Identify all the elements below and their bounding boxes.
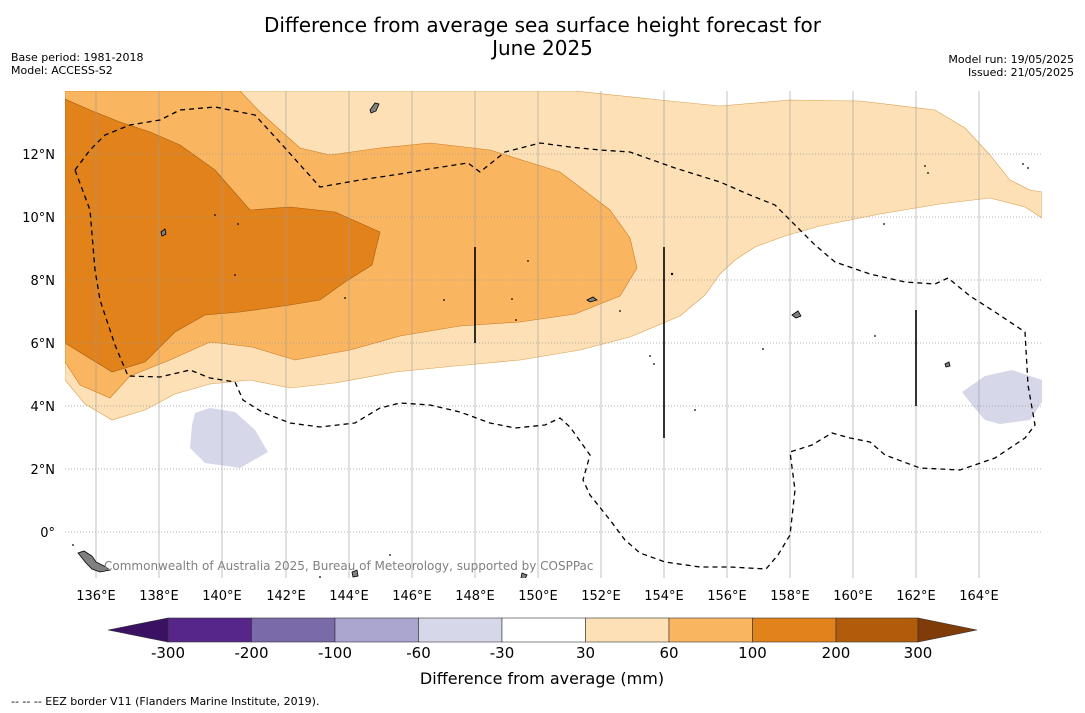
island-southwest-group	[77, 550, 112, 573]
lon-tick-label: 154°E	[644, 589, 684, 604]
colorbar-tick-labels: -300 -200 -100 -60 -30 30 60 100 200 300	[151, 644, 932, 662]
longitude-labels: 136°E 138°E 140°E 142°E 144°E 146°E 148°…	[76, 589, 999, 604]
boundary-markers	[474, 247, 917, 438]
anomaly-negative-region-west	[190, 408, 268, 468]
colorbar-segment-above-300	[917, 617, 978, 643]
colorbar-segment-200-300	[835, 617, 919, 643]
lon-tick-label: 142°E	[266, 589, 306, 604]
colorbar-segments	[107, 617, 978, 643]
lon-tick-label: 164°E	[959, 589, 999, 604]
small-island-dots	[72, 163, 1029, 578]
colorbar-tick-label: -30	[490, 644, 515, 662]
island-western-group	[369, 102, 380, 114]
lon-tick-label: 148°E	[455, 589, 495, 604]
base-period-info: Base period: 1981-2018 Model: ACCESS-S2	[11, 51, 143, 77]
colorbar-segment-60-100	[668, 617, 753, 643]
colorbar-tick-label: 100	[738, 644, 767, 662]
anomaly-negative-region-east	[962, 370, 1042, 424]
model-name: Model: ACCESS-S2	[11, 64, 113, 77]
eez-border	[74, 106, 1036, 570]
colorbar-segment-below-300	[107, 617, 169, 643]
colorbar-segment-200-100	[251, 617, 336, 643]
chart-title: Difference from average sea surface heig…	[0, 14, 1085, 60]
colorbar-segment-30-60	[585, 617, 670, 643]
island-eastern-group	[586, 296, 598, 303]
lat-tick-label: 12°N	[22, 148, 55, 163]
anomaly-100-200-region	[65, 98, 381, 373]
copyright-notice: Commonwealth of Australia 2025, Bureau o…	[104, 559, 594, 573]
colorbar-tick-label: -300	[151, 644, 185, 662]
model-run: Model run: 19/05/2025	[948, 53, 1074, 66]
latitude-labels: 0° 2°N 4°N 6°N 8°N 10°N 12°N	[22, 148, 55, 541]
issued-date: Issued: 21/05/2025	[967, 66, 1074, 79]
lon-tick-label: 162°E	[896, 589, 936, 604]
map-latitude-lines	[65, 153, 1042, 533]
title-line-1: Difference from average sea surface heig…	[263, 13, 822, 37]
lon-tick-label: 136°E	[76, 589, 116, 604]
lon-tick-label: 152°E	[581, 589, 621, 604]
lon-tick-label: 158°E	[770, 589, 810, 604]
lat-tick-label: 0°	[40, 526, 55, 541]
colorbar-tick-label: -200	[234, 644, 268, 662]
island-southwest-group	[351, 569, 359, 578]
island-southwest-group	[520, 572, 528, 578]
lon-tick-label: 150°E	[518, 589, 558, 604]
lon-tick-label: 138°E	[139, 589, 179, 604]
title-line-2: June 2025	[492, 36, 593, 60]
lat-tick-label: 8°N	[31, 274, 56, 289]
colorbar-segment-60-30	[418, 617, 503, 643]
colorbar-segment-100-60	[334, 617, 419, 643]
colorbar-tick-label: 60	[659, 644, 678, 662]
island-eastern-group	[791, 310, 802, 319]
island-eastern-group	[944, 361, 951, 368]
colorbar-tick-label: 300	[904, 644, 933, 662]
lon-tick-label: 140°E	[202, 589, 242, 604]
lon-tick-label: 146°E	[392, 589, 432, 604]
model-run-info: Model run: 19/05/2025 Issued: 21/05/2025	[948, 53, 1074, 79]
colorbar-title: Difference from average (mm)	[420, 669, 664, 688]
colorbar-tick-label: 30	[576, 644, 595, 662]
islands	[77, 102, 951, 578]
colorbar-tick-label: -100	[318, 644, 352, 662]
map-plot-area	[65, 91, 1042, 578]
colorbar-segment-100-200	[752, 617, 837, 643]
eez-border-footnote: -- -- -- EEZ border V11 (Flanders Marine…	[11, 695, 320, 708]
lat-tick-label: 2°N	[31, 463, 56, 478]
lon-tick-label: 156°E	[707, 589, 747, 604]
lon-tick-label: 144°E	[329, 589, 369, 604]
lon-tick-label: 160°E	[833, 589, 873, 604]
lat-tick-label: 4°N	[31, 400, 56, 415]
island-western-group	[160, 228, 167, 237]
lat-tick-label: 6°N	[31, 337, 56, 352]
colorbar-tick-label: 200	[822, 644, 851, 662]
colorbar-segment-300-200	[167, 617, 252, 643]
colorbar-segment-30-30	[501, 617, 586, 643]
lat-tick-label: 10°N	[22, 211, 55, 226]
base-period: Base period: 1981-2018	[11, 51, 144, 64]
colorbar-tick-label: -60	[406, 644, 431, 662]
